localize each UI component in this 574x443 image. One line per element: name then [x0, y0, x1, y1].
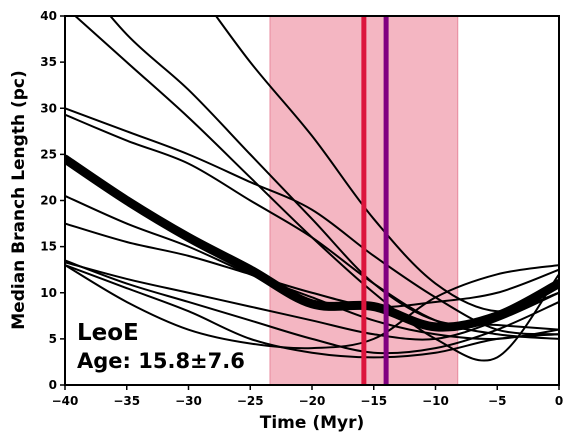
y-tick-label: 20	[40, 194, 57, 208]
y-tick-label: 30	[40, 101, 57, 115]
y-tick-label: 5	[49, 332, 57, 346]
x-tick-label: −20	[299, 394, 326, 408]
y-tick-label: 35	[40, 55, 57, 69]
x-tick-label: −25	[237, 394, 264, 408]
y-tick-label: 25	[40, 147, 57, 161]
y-axis-label: Median Branch Length (pc)	[9, 70, 29, 330]
x-tick-label: 0	[555, 394, 563, 408]
x-tick-label: −5	[488, 394, 506, 408]
x-axis-label: Time (Myr)	[260, 413, 365, 433]
series-line	[65, 261, 559, 341]
y-tick-label: 10	[40, 286, 57, 300]
series-line	[214, 16, 559, 313]
x-tick-label: −40	[52, 394, 79, 408]
x-tick-label: −15	[360, 394, 387, 408]
x-tick-label: −35	[113, 394, 140, 408]
series-line	[65, 222, 559, 308]
y-tick-label: 40	[40, 9, 57, 23]
series-line	[65, 259, 559, 355]
annotation: LeoE	[77, 320, 139, 346]
y-tick-label: 0	[49, 378, 57, 392]
series-line	[65, 264, 559, 359]
series-line	[65, 264, 559, 350]
y-tick-label: 15	[40, 240, 57, 254]
x-tick-label: −10	[422, 394, 449, 408]
annotation: Age: 15.8±7.6	[77, 349, 245, 373]
series-line	[65, 154, 559, 332]
x-tick-label: −30	[175, 394, 202, 408]
